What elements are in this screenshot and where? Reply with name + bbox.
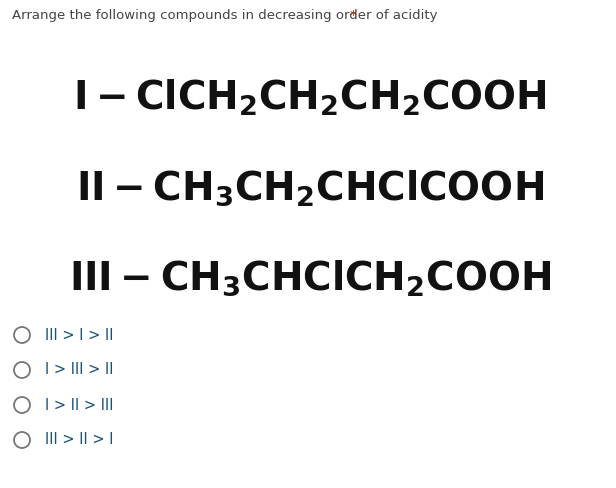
Text: I > III > II: I > III > II [45,363,113,378]
Text: III > II > I: III > II > I [45,432,113,447]
Text: III > I > II: III > I > II [45,327,113,343]
Text: *: * [346,9,357,22]
Text: I > II > III: I > II > III [45,398,113,412]
Text: $\mathbf{II-CH_3CH_2CHClCOOH}$: $\mathbf{II-CH_3CH_2CHClCOOH}$ [76,168,544,208]
Text: $\mathbf{I-ClCH_2CH_2CH_2COOH}$: $\mathbf{I-ClCH_2CH_2CH_2COOH}$ [73,78,547,118]
Text: $\mathbf{III-CH_3CHClCH_2COOH}$: $\mathbf{III-CH_3CHClCH_2COOH}$ [69,258,551,298]
Text: Arrange the following compounds in decreasing order of acidity: Arrange the following compounds in decre… [12,9,437,22]
